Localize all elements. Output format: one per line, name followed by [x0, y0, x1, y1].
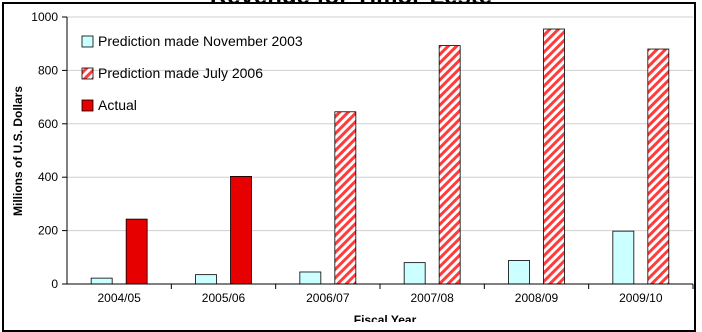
- bar-actual: [230, 175, 252, 285]
- y-axis-label: Millions of U.S. Dollars: [11, 86, 25, 216]
- x-tick-label: 2004/05: [97, 291, 141, 305]
- x-axis-ticks: 2004/05 2005/06 2006/07 2007/08 2008/09 2009/…: [97, 284, 694, 305]
- legend-label: Actual: [98, 97, 137, 113]
- y-tick-label: 400: [38, 170, 58, 184]
- gridlines: [67, 16, 693, 232]
- bar-actual: [125, 218, 148, 285]
- bar-prediction-2003: [508, 260, 530, 285]
- x-tick-label: 2008/09: [515, 291, 559, 305]
- chart-title: Revenue for Timor-Leste: [210, 0, 492, 10]
- bar-prediction-2003: [90, 277, 113, 285]
- bar-prediction-2003: [299, 271, 322, 285]
- y-tick-label: 0: [51, 277, 58, 291]
- bar-prediction-2006: [438, 45, 461, 285]
- bar-prediction-2003: [403, 262, 426, 285]
- x-tick-label: 2007/08: [410, 291, 454, 305]
- legend-swatch: [81, 67, 94, 80]
- bar-prediction-2006: [543, 28, 565, 285]
- legend-label: Prediction made November 2003: [98, 33, 303, 49]
- bar-series: [90, 28, 670, 285]
- y-tick-label: 200: [38, 224, 58, 238]
- bar-prediction-2006: [647, 48, 670, 285]
- legend: Prediction made November 2003 Prediction …: [81, 33, 303, 113]
- y-tick-label: 800: [38, 63, 58, 77]
- y-tick-label: 1000: [31, 10, 58, 24]
- legend-label: Prediction made July 2006: [98, 65, 263, 81]
- x-tick-label: 2006/07: [306, 291, 350, 305]
- y-tick-label: 600: [38, 117, 58, 131]
- bar-chart: Revenue for Timor-Leste Millions of U.S.…: [11, 0, 694, 322]
- bar-prediction-2006: [334, 111, 357, 285]
- bar-prediction-2003: [195, 274, 217, 285]
- bar-prediction-2003: [612, 230, 635, 285]
- legend-swatch: [81, 35, 94, 48]
- x-axis-label: Fiscal Year: [354, 313, 417, 322]
- y-axis-ticks: 0 200 400 600 800 1000: [31, 10, 67, 291]
- x-tick-label: 2005/06: [202, 291, 246, 305]
- x-tick-label: 2009/10: [619, 291, 663, 305]
- legend-swatch: [81, 99, 94, 112]
